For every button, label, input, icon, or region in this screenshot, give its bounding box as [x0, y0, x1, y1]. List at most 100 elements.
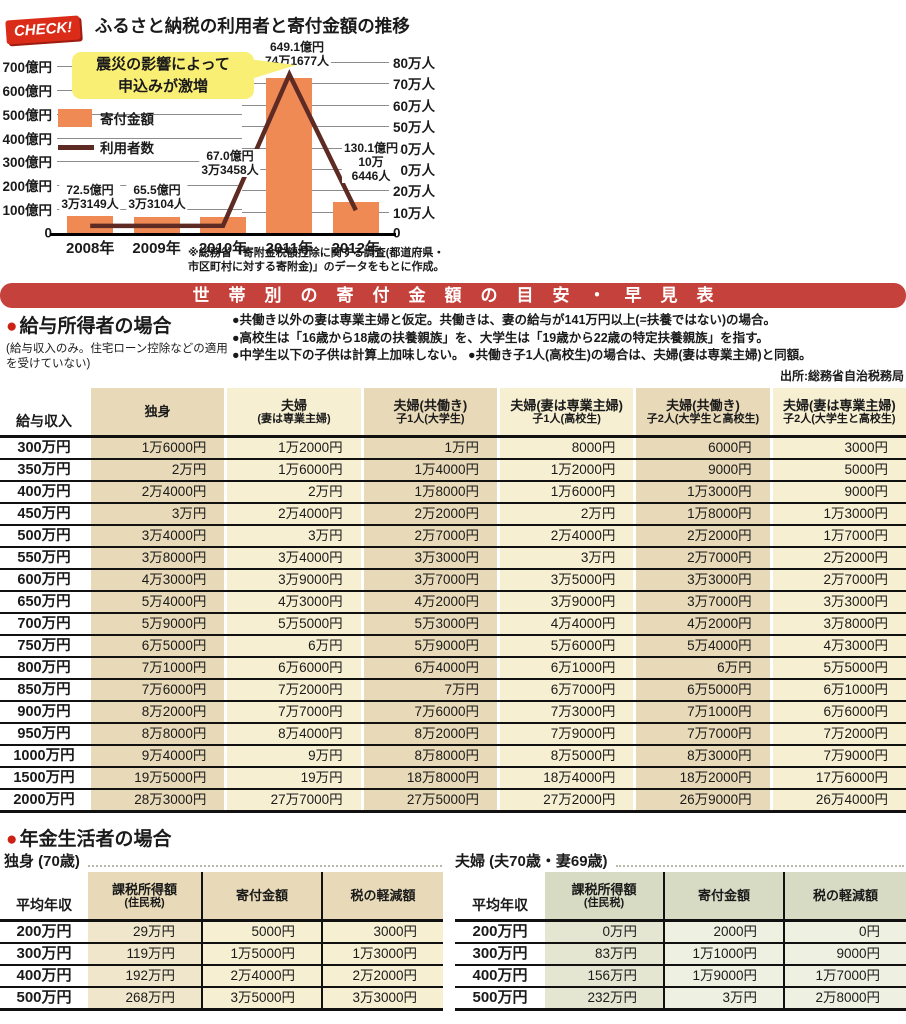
chart-legend: 寄付金額 利用者数: [58, 108, 154, 166]
table-row: 900万円 8万2000円 7万7000円 7万6000円 7万3000円 7万1000円…: [0, 702, 906, 724]
source-label: 出所:総務省自治税務局: [780, 369, 904, 383]
col-header-income: 給与収入: [0, 388, 88, 435]
legend-item-users: 利用者数: [58, 137, 154, 157]
col-header-taxable-income: 課税所得額 (住民税): [545, 872, 663, 919]
salary-section-left: ● 給与所得者の場合 (給与収入のみ。住宅ローン控除などの適用を受けていない): [6, 311, 232, 372]
gridline: [242, 83, 389, 85]
income-cell: 400万円: [0, 482, 88, 502]
value-cell: 17万6000円: [772, 768, 906, 788]
value-cell: 3万4000円: [227, 548, 361, 568]
col-header-line1: 寄付金額: [697, 888, 750, 903]
table-row: 500万円 268万円 3万5000円 3万3000円: [0, 988, 443, 1011]
value-cell: 83万円: [545, 944, 663, 964]
value-cell: 1万8000円: [363, 482, 497, 502]
y-axis-label-right: 20万人: [393, 184, 436, 200]
income-cell: 550万円: [0, 548, 88, 568]
annotation-2011年: 649.1億円 74万1677人: [262, 40, 332, 68]
table-row: 300万円 119万円 1万5000円 1万3000円: [0, 944, 443, 966]
value-cell: 1万7000円: [772, 526, 906, 546]
col-header-taxable-income: 課税所得額 (住民税): [88, 872, 201, 919]
value-cell: 232万円: [545, 988, 663, 1008]
y-axis-label-left: 100億円: [2, 203, 52, 219]
value-cell: 1万3000円: [636, 482, 770, 502]
col-header-line1: 夫婦(共働き): [666, 397, 740, 413]
income-cell: 500万円: [455, 988, 545, 1008]
dotted-leader: [87, 865, 442, 867]
annotation-line: 10万: [358, 155, 384, 169]
col-header: 夫婦 (妻は専業主婦): [227, 388, 361, 435]
table-row: 300万円 83万円 1万1000円 9000円: [455, 944, 906, 966]
value-cell: 6万4000円: [363, 658, 497, 678]
value-cell: 7万6000円: [363, 702, 497, 722]
value-cell: 3万8000円: [91, 548, 225, 568]
income-cell: 500万円: [0, 988, 88, 1008]
col-header-line1: 税の軽減額: [812, 888, 878, 903]
legend-item-donation: 寄付金額: [58, 108, 154, 128]
col-header-income: 平均年収: [455, 872, 545, 919]
value-cell: 7万1000円: [636, 702, 770, 722]
annotation-line: 6446人: [351, 169, 391, 183]
value-cell: 5万4000円: [91, 592, 225, 612]
annotation-line: 3万3104人: [128, 197, 186, 211]
value-cell: 7万2000円: [227, 680, 361, 700]
value-cell: 192万円: [88, 966, 201, 986]
value-cell: 5万4000円: [636, 636, 770, 656]
value-cell: 6000円: [636, 438, 770, 458]
check-badge: CHECK!: [5, 15, 82, 45]
earthquake-callout: 震災の影響によって 申込みが激増: [72, 52, 296, 99]
annotation-2012年: 130.1億円 10万 6446人: [341, 141, 401, 183]
table-row: 700万円 5万9000円 5万5000円 5万3000円 4万4000円 4万2000円…: [0, 614, 906, 636]
value-cell: 3万3000円: [363, 548, 497, 568]
col-header-line1: 課税所得額: [571, 881, 637, 897]
value-cell: 5000円: [772, 460, 906, 480]
col-header-line1: 独身: [144, 404, 171, 419]
value-cell: 7万1000円: [91, 658, 225, 678]
value-cell: 9000円: [783, 944, 906, 964]
value-cell: 2万8000円: [783, 988, 906, 1008]
bar-2008年: [67, 215, 114, 233]
value-cell: 9万4000円: [91, 746, 225, 766]
income-cell: 2000万円: [0, 790, 88, 810]
col-header-line2: 子1人(高校生): [532, 412, 601, 425]
y-axis-label-right: 70万人: [393, 77, 436, 93]
table-row: 500万円 3万4000円 3万円 2万7000円 2万4000円 2万2000円 1万70…: [0, 526, 906, 548]
chart-footnote: ※総務省「寄附金税額控除に関する調査(都道府県・ 市区町村に対する寄附金)」のデ…: [188, 247, 444, 274]
pension-left-caption: 独身 (70歳): [4, 853, 80, 870]
salary-table-header: 給与収入 独身 夫婦 (妻は専業主婦) 夫婦(共働き) 子1人(大学生) 夫婦(妻は専業主婦…: [0, 388, 906, 438]
annotation-line: 3万3149人: [61, 197, 119, 211]
value-cell: 9000円: [636, 460, 770, 480]
value-cell: 5万9000円: [91, 614, 225, 634]
value-cell: 9万円: [227, 746, 361, 766]
income-cell: 600万円: [0, 570, 88, 590]
value-cell: 5万5000円: [227, 614, 361, 634]
value-cell: 119万円: [88, 944, 201, 964]
value-cell: 3万4000円: [91, 526, 225, 546]
value-cell: 8万5000円: [499, 746, 634, 766]
value-cell: 6万1000円: [772, 680, 906, 700]
value-cell: 2万円: [91, 460, 225, 480]
table-row: 550万円 3万8000円 3万4000円 3万3000円 3万円 2万7000円 2万20…: [0, 548, 906, 570]
x-axis-line: [50, 233, 396, 236]
callout-line-1: 震災の影響によって: [96, 56, 230, 73]
income-cell: 300万円: [455, 944, 545, 964]
table-row: 500万円 232万円 3万円 2万8000円: [455, 988, 906, 1011]
salary-subnote: (給与収入のみ。住宅ローン控除などの適用を受けていない): [6, 343, 228, 370]
annotation-2010年: 67.0億円 3万3458人: [199, 149, 261, 177]
col-header-line2: (住民税): [583, 896, 625, 909]
value-cell: 18万2000円: [636, 768, 770, 788]
col-header-tax-reduction: 税の軽減額: [783, 872, 906, 919]
y-axis-label-left: 200億円: [2, 179, 52, 195]
salary-section-title: ● 給与所得者の場合: [6, 311, 232, 338]
salary-notes: ●共働き以外の妻は専業主婦と仮定。共働きは、妻の給与が141万円以上(=扶養では…: [232, 311, 902, 372]
table-row: 200万円 29万円 5000円 3000円: [0, 922, 443, 944]
value-cell: 8万3000円: [636, 746, 770, 766]
col-header-line1: 夫婦(共働き): [393, 397, 468, 413]
col-header-line1: 夫婦(妻は専業主婦): [782, 397, 896, 413]
value-cell: 8万8000円: [363, 746, 497, 766]
value-cell: 7万9000円: [499, 724, 634, 744]
col-header: 夫婦(妻は専業主婦) 子2人(大学生と高校生): [772, 388, 906, 435]
y-axis-label-right: 60万人: [393, 98, 436, 114]
income-cell: 850万円: [0, 680, 88, 700]
value-cell: 2万円: [227, 482, 361, 502]
pension-table-single: 平均年収 課税所得額 (住民税) 寄付金額 税の軽減額 200万円 29万円 5000円 300…: [0, 872, 443, 1011]
